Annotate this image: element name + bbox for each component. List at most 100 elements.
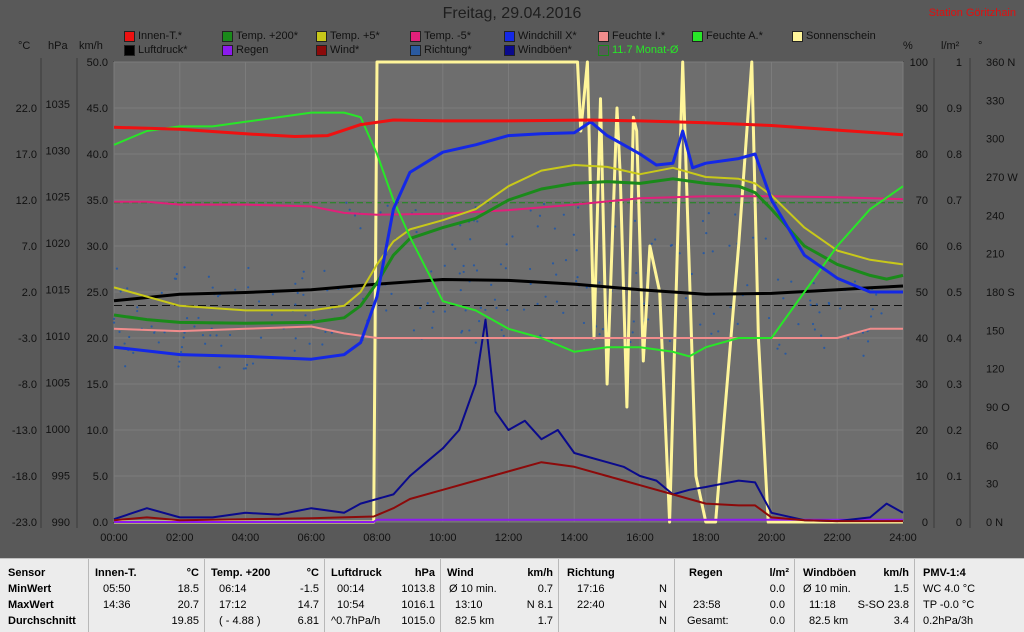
row-label-avg: Durchschnitt	[8, 615, 76, 627]
direction-point	[871, 308, 874, 311]
direction-point	[461, 329, 464, 333]
y-tick-label-direction: 0 N	[986, 517, 1003, 529]
direction-point	[861, 331, 865, 334]
y-tick-label-temperature_c: 2.0	[22, 287, 37, 299]
direction-point	[643, 302, 646, 305]
direction-point	[631, 331, 634, 334]
stats-header: Temp. +200	[211, 567, 271, 579]
direction-point	[459, 224, 462, 227]
stats-unit: km/h	[527, 567, 553, 579]
direction-point	[575, 280, 578, 283]
direction-point	[153, 331, 156, 334]
y-tick-label-pressure_hpa: 1000	[46, 424, 70, 436]
direction-point	[811, 322, 815, 326]
stats-value: 1.7	[537, 615, 553, 627]
legend-swatch	[792, 30, 803, 42]
direction-point	[847, 337, 850, 340]
direction-point	[472, 264, 476, 267]
x-tick-label: 12:00	[495, 532, 523, 544]
direction-point	[575, 249, 578, 252]
direction-point	[562, 213, 565, 216]
direction-point	[173, 277, 176, 280]
direction-point	[302, 270, 305, 273]
direction-point	[468, 329, 471, 332]
direction-point	[699, 323, 702, 326]
series-line-windchill-x	[113, 120, 903, 361]
direction-point	[204, 342, 207, 345]
direction-point	[458, 272, 461, 275]
y-tick-label-rain: 0	[956, 517, 962, 529]
unit-press: hPa	[48, 40, 68, 52]
chart-title: Freitag, 29.04.2016	[442, 5, 582, 22]
direction-point	[875, 293, 878, 296]
direction-point	[160, 291, 163, 294]
direction-point	[112, 321, 116, 324]
direction-point	[259, 336, 263, 339]
direction-point	[302, 293, 305, 296]
y-tick-label-wind_kmh: 40.0	[87, 149, 108, 161]
direction-point	[242, 367, 245, 370]
stats-value: 1015.0	[401, 615, 435, 627]
direction-point	[678, 252, 681, 255]
direction-point	[132, 351, 135, 354]
legend-swatch	[504, 30, 515, 42]
direction-point	[469, 238, 472, 241]
direction-point	[553, 227, 557, 230]
direction-point	[736, 322, 739, 326]
legend-item: Luftdruck*	[124, 44, 188, 56]
direction-point	[500, 328, 503, 332]
row-label-min: MinWert	[8, 583, 52, 595]
direction-point	[705, 232, 708, 235]
direction-point	[128, 335, 131, 339]
stats-unit: l/m²	[769, 567, 789, 579]
stats-time: 00:14	[337, 583, 365, 595]
stats-value: 1016.1	[401, 599, 435, 611]
y-tick-label-temperature_c: -3.0	[18, 333, 37, 345]
direction-point	[245, 363, 249, 366]
stats-col-regen: Regen l/m² 0.0 23:58 0.0 Gesamt: 0.0	[674, 559, 795, 632]
direction-point	[113, 317, 116, 320]
y-tick-label-rain: 0.8	[947, 149, 962, 161]
direction-point	[412, 329, 416, 332]
y-tick-label-direction: 30	[986, 479, 998, 491]
direction-point	[175, 272, 178, 276]
weather-chart: 00:00 02:00 04:00 06:00 08:00 10:00 12:00 14:00…	[11, 57, 1019, 544]
y-tick-label-pressure_hpa: 1030	[46, 145, 70, 157]
direction-point	[234, 288, 237, 291]
station-name: Station Göritzhain	[928, 7, 1016, 19]
stats-value: 1.5	[893, 583, 909, 595]
y-tick-label-humidity: 60	[916, 241, 928, 253]
y-tick-label-wind_kmh: 25.0	[87, 287, 108, 299]
stats-header: Windböen	[803, 567, 857, 579]
direction-point	[522, 308, 526, 311]
y-tick-label-pressure_hpa: 1005	[46, 378, 70, 390]
direction-point	[536, 302, 539, 305]
direction-point	[294, 303, 297, 306]
direction-point	[880, 312, 883, 315]
direction-point	[734, 213, 737, 216]
y-tick-label-temperature_c: 17.0	[16, 149, 37, 161]
stats-value: -1.5	[300, 583, 319, 595]
direction-point	[728, 244, 731, 247]
direction-point	[308, 342, 311, 345]
y-tick-label-humidity: 50	[916, 287, 928, 299]
legend-item: Temp. -5*	[410, 30, 471, 42]
direction-point	[359, 227, 362, 230]
y-tick-label-pressure_hpa: 1010	[46, 331, 70, 343]
direction-point	[178, 360, 181, 363]
stats-time: 13:10	[455, 599, 483, 611]
stats-value: N 8.1	[526, 599, 553, 611]
direction-point	[197, 316, 200, 320]
legend-swatch	[504, 44, 515, 56]
legend-swatch	[598, 30, 609, 42]
legend-label: Temp. +5*	[330, 30, 380, 42]
direction-point	[379, 211, 382, 214]
stats-col-innen: Innen-T. °C 05:50 18.5 14:36 20.7 19.85	[88, 559, 205, 632]
y-tick-label-humidity: 80	[916, 149, 928, 161]
stats-value: N	[659, 615, 667, 627]
x-tick-label: 14:00	[560, 532, 588, 544]
direction-point	[784, 352, 787, 355]
stats-col-druck: Luftdruck hPa 00:14 1013.8 10:54 1016.1 ^0.…	[324, 559, 441, 632]
direction-point	[296, 291, 299, 295]
y-tick-label-direction: 60	[986, 440, 998, 452]
